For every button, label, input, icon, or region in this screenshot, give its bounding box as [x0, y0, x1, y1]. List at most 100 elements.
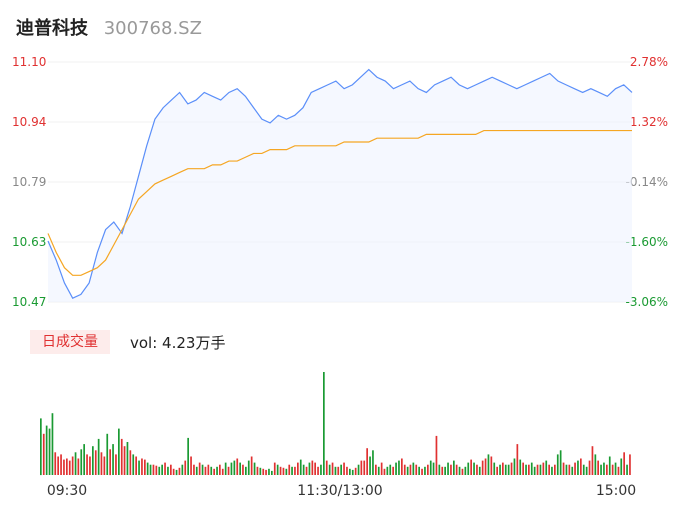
volume-bar — [285, 468, 288, 475]
volume-bar — [323, 372, 325, 475]
volume-bar — [614, 462, 617, 475]
volume-bar — [542, 462, 545, 475]
volume-bar — [198, 462, 201, 475]
volume-bar — [545, 460, 548, 475]
volume-bar — [499, 464, 501, 475]
volume-bar — [60, 454, 62, 475]
y-tick-label-right: -3.06% — [626, 295, 668, 309]
volume-bar — [372, 450, 374, 475]
volume-bar — [600, 464, 602, 475]
x-tick-label: 11:30/13:00 — [297, 483, 382, 499]
volume-bar — [551, 466, 553, 475]
volume-bar — [288, 464, 291, 475]
volume-bar — [149, 464, 152, 475]
volume-bar — [481, 460, 484, 475]
volume-bar — [496, 466, 498, 475]
volume-bar — [349, 468, 351, 475]
volume-bar — [74, 452, 77, 475]
volume-bar — [311, 460, 314, 475]
volume-bar — [441, 466, 444, 475]
volume-bar — [470, 459, 472, 475]
volume-bar — [424, 466, 426, 475]
volume-bar — [89, 456, 91, 475]
volume-bar — [334, 466, 337, 475]
volume-bar — [401, 458, 403, 475]
volume-bar — [409, 464, 412, 475]
volume-bar — [144, 459, 146, 475]
volume-bar — [146, 462, 149, 475]
volume-bar — [219, 464, 221, 475]
volume-bar — [340, 464, 342, 475]
volume-bar — [210, 466, 213, 475]
volume-bar — [565, 464, 568, 475]
volume-tab[interactable]: 日成交量 — [30, 330, 110, 354]
volume-bar — [94, 450, 97, 475]
volume-bar — [66, 458, 68, 475]
avg-line — [47, 129, 632, 276]
volume-bar — [530, 462, 533, 475]
volume-bar — [444, 466, 446, 475]
price-area — [48, 69, 632, 302]
volume-bar — [118, 428, 120, 475]
volume-bar — [83, 444, 85, 475]
volume-bar — [577, 460, 579, 475]
volume-bar — [447, 462, 449, 475]
volume-bar — [40, 418, 42, 476]
volume-bar — [386, 466, 389, 475]
x-tick-label: 15:00 — [596, 483, 636, 499]
volume-bar — [48, 428, 51, 475]
volume-bar — [490, 456, 493, 475]
volume-bar — [256, 466, 259, 475]
volume-bar — [123, 446, 126, 475]
volume-bar — [626, 464, 628, 475]
volume-bar — [158, 466, 161, 475]
volume-bar — [320, 464, 322, 475]
volume-bar — [432, 462, 435, 475]
volume-bar — [591, 446, 594, 475]
volume-bar — [195, 466, 198, 475]
volume-bar — [360, 460, 363, 475]
volume-bar — [383, 468, 386, 475]
volume-bar — [343, 462, 345, 475]
volume-bar — [201, 464, 204, 475]
volume-bar — [559, 450, 562, 475]
volume-bar — [328, 464, 331, 475]
volume-bar — [126, 442, 129, 475]
volume-bar — [239, 462, 241, 475]
volume-bar — [406, 466, 409, 475]
volume-bar — [539, 464, 542, 475]
volume-bar — [510, 462, 513, 475]
y-tick-label-left: 10.79 — [12, 175, 46, 189]
volume-bar — [585, 466, 588, 475]
volume-bar — [548, 464, 550, 475]
volume-bar — [221, 468, 224, 475]
volume-bar — [155, 465, 158, 475]
volume-bar — [305, 466, 308, 475]
volume-bar — [478, 466, 481, 475]
volume-bar — [450, 464, 452, 475]
volume-bar — [554, 464, 556, 475]
volume-bar — [250, 456, 253, 475]
volume-bar — [427, 464, 429, 475]
volume-bar — [519, 459, 522, 475]
volume-bar — [317, 466, 319, 475]
volume-bar — [421, 468, 423, 475]
y-tick-label-left: 10.63 — [12, 235, 46, 249]
y-tick-label-right: -1.60% — [626, 235, 668, 249]
volume-bar — [184, 460, 187, 475]
volume-bar — [582, 464, 585, 475]
y-tick-label-right: -0.14% — [626, 175, 668, 189]
volume-bar — [297, 462, 299, 475]
volume-bar — [337, 466, 340, 475]
y-tick-label-left: 11.10 — [12, 55, 46, 69]
y-tick-label-right: 2.78% — [630, 55, 668, 69]
volume-bar — [325, 460, 328, 475]
volume-bar — [294, 466, 296, 475]
volume-bar — [603, 462, 605, 475]
volume-bar — [51, 413, 54, 475]
volume-bar — [467, 462, 470, 475]
volume-bar — [484, 458, 487, 475]
volume-bar — [63, 459, 65, 475]
volume-bar — [403, 464, 406, 475]
volume-bar — [377, 466, 380, 475]
